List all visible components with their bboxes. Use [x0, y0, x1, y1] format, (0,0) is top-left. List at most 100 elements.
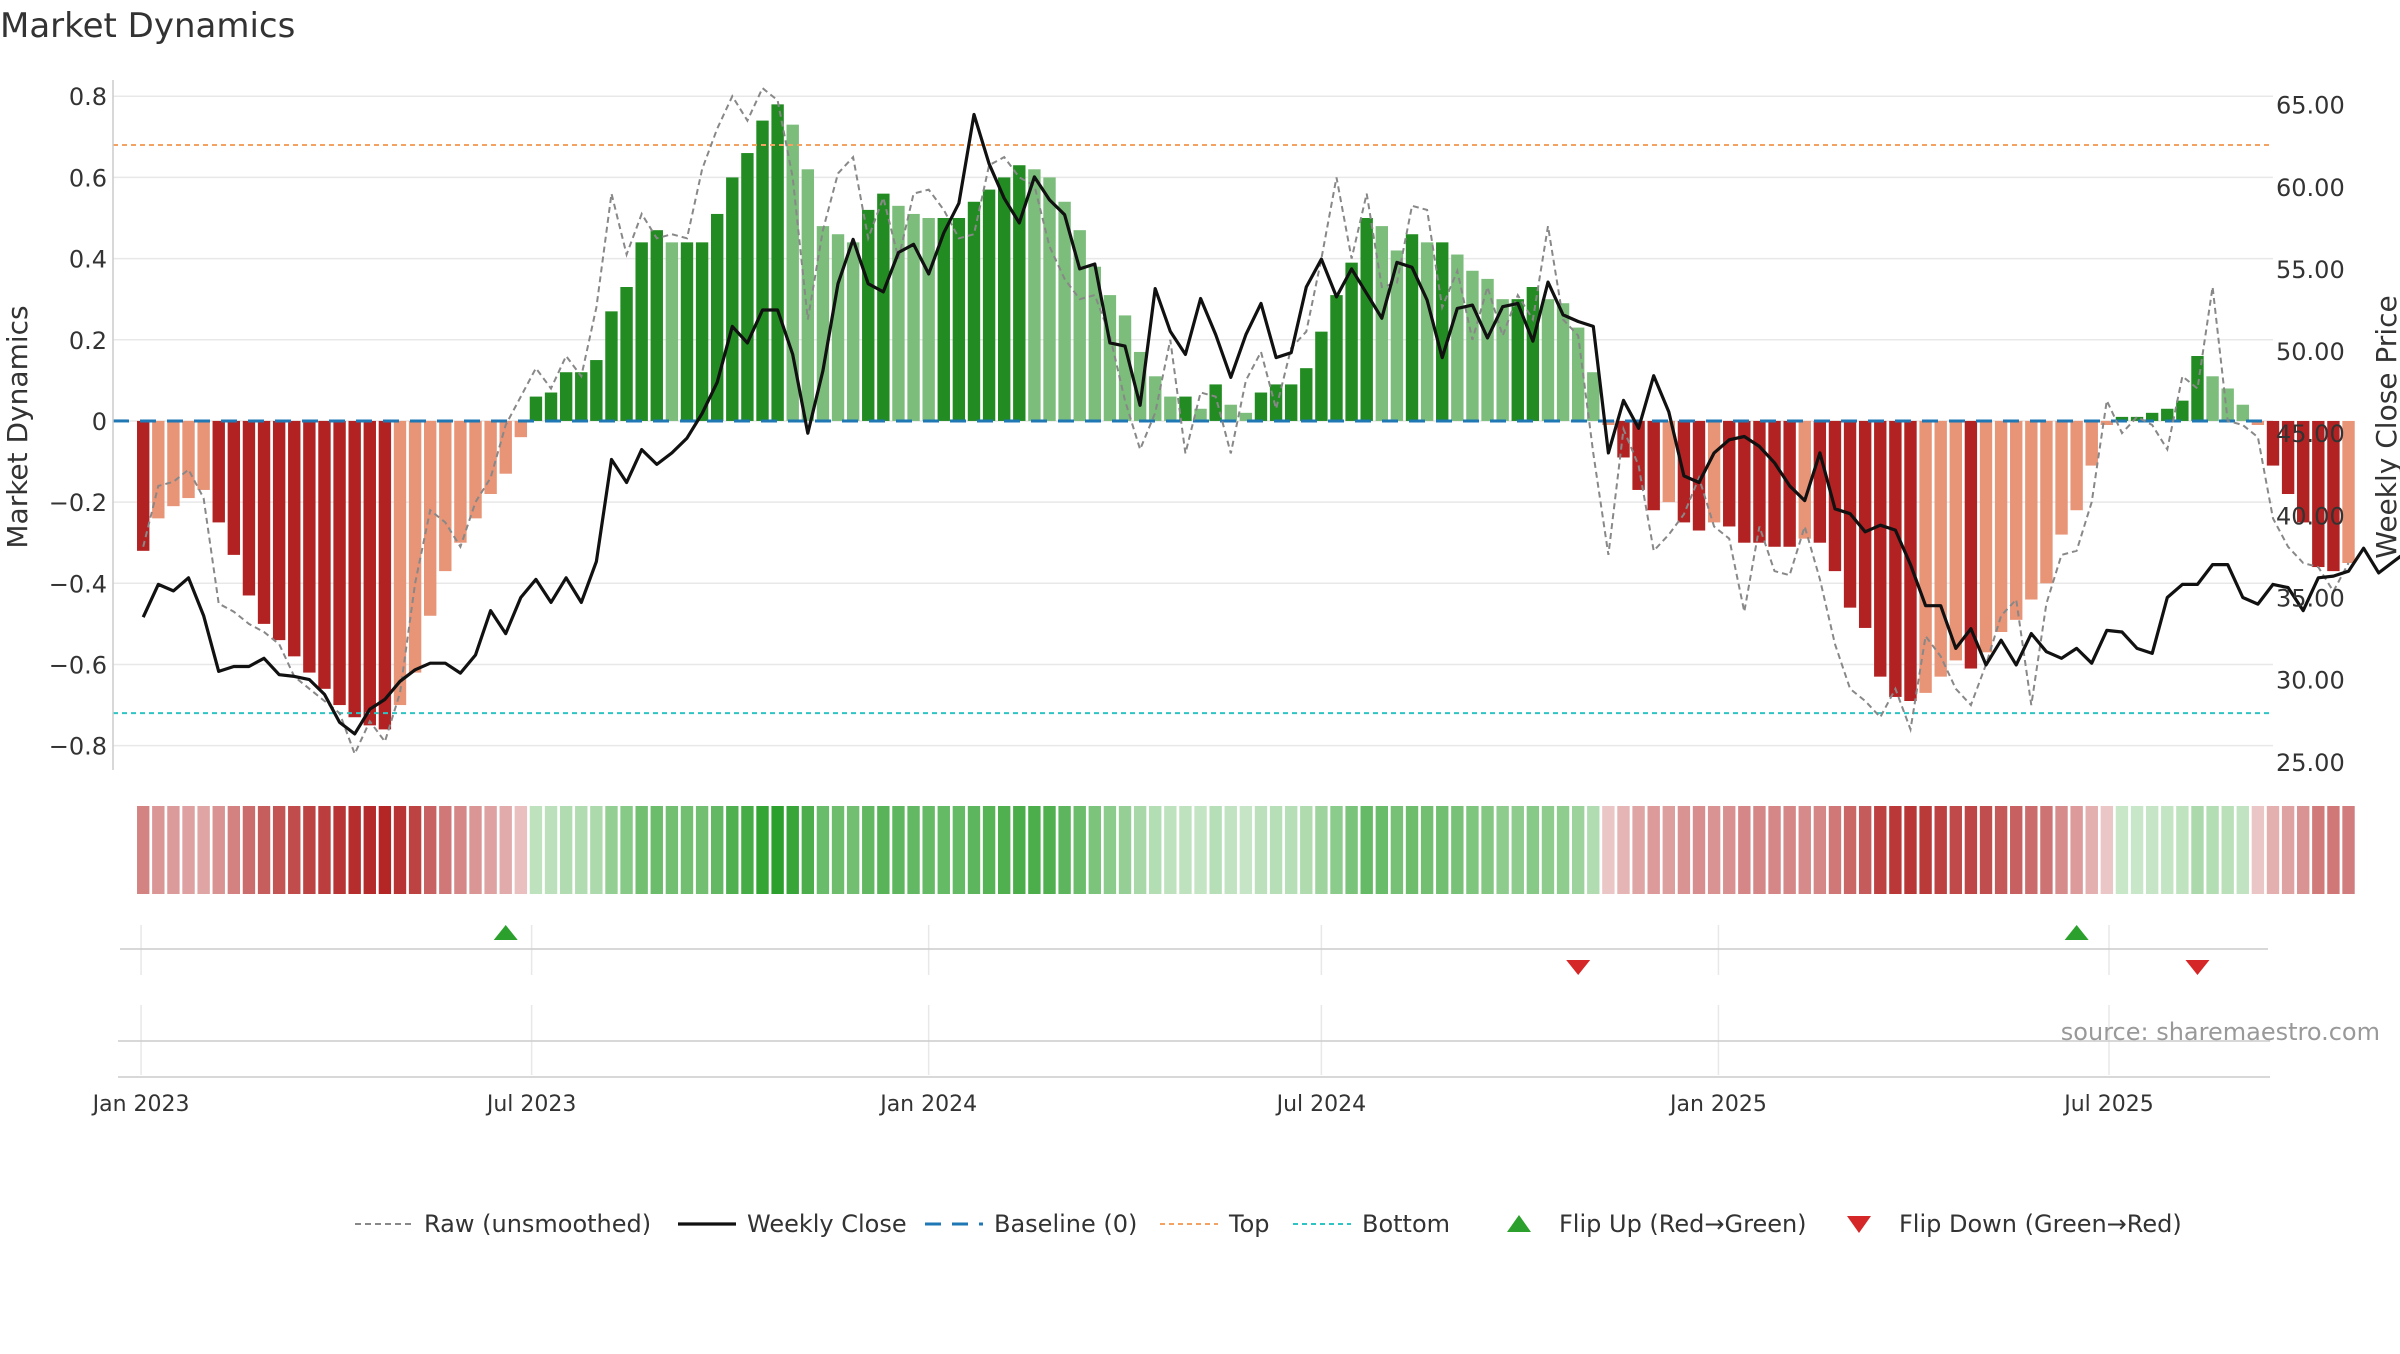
legend-swatch-flip-up [1507, 1215, 1531, 1232]
dynamics-bar [1874, 420, 1887, 677]
strip-cell [801, 806, 815, 894]
strip-cell [1103, 806, 1117, 894]
strip-cell [1118, 806, 1132, 894]
dynamics-bar [741, 153, 754, 421]
dynamics-bar [1330, 295, 1343, 421]
strip-cell [212, 806, 225, 894]
dynamics-bar [1949, 420, 1962, 661]
strip-cell [2040, 806, 2053, 894]
strip-cell [1632, 806, 1645, 894]
dynamics-bar [2251, 420, 2265, 425]
dynamics-bar [1118, 315, 1132, 421]
dynamics-bar [695, 242, 709, 421]
dynamics-bar [2145, 412, 2159, 421]
strip-cell [1511, 806, 1524, 894]
dynamics-bar [1858, 420, 1872, 628]
strip-cell [1466, 806, 1479, 894]
dynamics-bar [2176, 400, 2189, 421]
dynamics-bar [1707, 420, 1721, 523]
dynamics-bar [212, 420, 225, 523]
legend-swatch-flip-down [1847, 1216, 1871, 1233]
dynamics-bar [877, 193, 890, 421]
strip-cell [348, 806, 361, 894]
dynamics-bar [2010, 420, 2023, 620]
strip-cell [529, 806, 543, 894]
strip-cell [1692, 806, 1706, 894]
strip-cell [922, 806, 935, 894]
strip-cell [1284, 806, 1298, 894]
strip-cell [197, 806, 210, 894]
legend-label: Baseline (0) [994, 1210, 1137, 1238]
strip-cell [786, 806, 799, 894]
strip-cell [1858, 806, 1872, 894]
strip-cell [2251, 806, 2265, 894]
dynamics-bar [1556, 303, 1570, 421]
dynamics-bar [590, 360, 603, 421]
strip-cell [393, 806, 407, 894]
dynamics-bar [1360, 218, 1373, 421]
strip-cell [454, 806, 467, 894]
dynamics-bar [1058, 201, 1071, 421]
dynamics-bar [967, 201, 981, 421]
strip-cell [1239, 806, 1253, 894]
dynamics-bar [1013, 165, 1026, 421]
strip-cell [1904, 806, 1917, 894]
legend-label: Raw (unsmoothed) [424, 1210, 651, 1238]
dynamics-bar [303, 420, 316, 673]
strip-cell [846, 806, 860, 894]
strip-cell [288, 806, 301, 894]
dynamics-bar [771, 104, 784, 421]
dynamics-bar [2221, 388, 2234, 421]
flip-up-marker [493, 925, 518, 940]
strip-cell [1874, 806, 1887, 894]
strip-cell [1843, 806, 1857, 894]
strip-cell [1405, 806, 1419, 894]
dynamics-bar [937, 218, 950, 421]
strip-cell [499, 806, 512, 894]
dynamics-bar [605, 311, 618, 421]
strip-cell [605, 806, 618, 894]
strip-cell [1315, 806, 1328, 894]
strip-cell [2085, 806, 2098, 894]
color-strip [137, 806, 2355, 894]
dynamics-bar [484, 420, 497, 494]
strip-cell [1889, 806, 1902, 894]
dynamics-bar [816, 226, 830, 421]
dynamics-bar [1979, 420, 1993, 653]
dynamics-bar [424, 420, 437, 616]
strip-cell [469, 806, 482, 894]
flip-markers-panel [120, 925, 2268, 975]
dynamics-bar [952, 218, 966, 421]
strip-cell [771, 806, 784, 894]
strip-cell [695, 806, 709, 894]
series-lines-layer [141, 86, 2400, 757]
legend-label: Flip Up (Red→Green) [1559, 1210, 1807, 1238]
strip-cell [484, 806, 497, 894]
dynamics-bar [831, 234, 845, 421]
dynamics-bar [1919, 420, 1932, 693]
strip-cell [1481, 806, 1494, 894]
strip-cell [1330, 806, 1343, 894]
y-tick-right: 30.00 [2276, 667, 2345, 695]
strip-cell [1194, 806, 1207, 894]
strip-cell [439, 806, 452, 894]
flip-down-marker [1566, 960, 1591, 975]
strip-cell [1526, 806, 1540, 894]
dynamics-bar [182, 420, 195, 499]
strip-cell [1994, 806, 2008, 894]
strip-cell [378, 806, 392, 894]
dynamics-bar [982, 189, 996, 421]
strip-cell [1300, 806, 1313, 894]
dynamics-bar [756, 120, 769, 421]
strip-cell [2191, 806, 2204, 894]
dynamics-bar [665, 242, 679, 421]
dynamics-bar [1179, 396, 1192, 421]
strip-cell [590, 806, 603, 894]
strip-cell [1617, 806, 1630, 894]
dynamics-bar [2161, 408, 2174, 421]
dynamics-bar [1224, 404, 1237, 421]
dynamics-bar [1345, 262, 1358, 421]
dynamics-bar [620, 287, 633, 421]
dynamics-bar [363, 420, 376, 726]
strip-cell [1556, 806, 1570, 894]
